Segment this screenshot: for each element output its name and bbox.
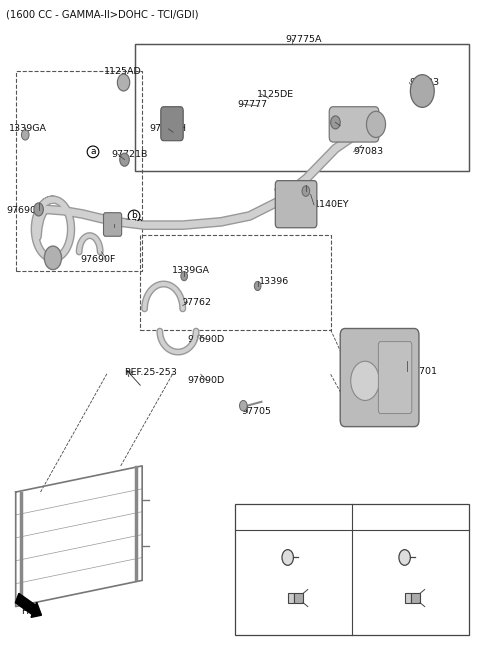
Text: 97775A: 97775A bbox=[285, 35, 322, 44]
FancyBboxPatch shape bbox=[276, 181, 317, 228]
Text: 97690D: 97690D bbox=[188, 376, 225, 386]
FancyBboxPatch shape bbox=[340, 328, 419, 426]
Circle shape bbox=[181, 271, 188, 281]
Bar bbox=[135, 44, 469, 171]
Text: 97690F: 97690F bbox=[80, 255, 116, 263]
Text: 97762: 97762 bbox=[182, 298, 212, 307]
Text: a: a bbox=[90, 147, 96, 156]
Text: 97811B: 97811B bbox=[362, 553, 396, 562]
Text: 1125DE: 1125DE bbox=[257, 90, 294, 99]
Text: 13396: 13396 bbox=[259, 277, 289, 286]
Text: 97788A: 97788A bbox=[274, 187, 310, 196]
Bar bbox=[288, 593, 294, 602]
FancyBboxPatch shape bbox=[329, 106, 379, 142]
Circle shape bbox=[331, 116, 340, 129]
Text: (1600 CC - GAMMA-II>DOHC - TCI/GDI): (1600 CC - GAMMA-II>DOHC - TCI/GDI) bbox=[6, 9, 199, 19]
Circle shape bbox=[366, 111, 385, 137]
Text: REF.25-253: REF.25-253 bbox=[124, 369, 178, 378]
Circle shape bbox=[410, 75, 434, 107]
Text: 97770: 97770 bbox=[114, 219, 144, 229]
Text: 97705: 97705 bbox=[241, 407, 271, 416]
Circle shape bbox=[34, 203, 43, 216]
Text: 1125AD: 1125AD bbox=[104, 67, 142, 76]
Text: 97083: 97083 bbox=[354, 147, 384, 156]
Text: 97812B: 97812B bbox=[362, 593, 396, 602]
Text: 97690D: 97690D bbox=[188, 335, 225, 344]
FancyBboxPatch shape bbox=[161, 106, 183, 141]
Circle shape bbox=[44, 246, 61, 269]
Bar bbox=[411, 593, 420, 602]
Circle shape bbox=[240, 401, 247, 411]
FancyBboxPatch shape bbox=[378, 342, 412, 413]
FancyArrow shape bbox=[15, 593, 41, 618]
Circle shape bbox=[351, 361, 379, 401]
Bar bbox=[135, 44, 469, 171]
Bar bbox=[294, 593, 303, 602]
Text: b: b bbox=[408, 512, 414, 522]
Circle shape bbox=[22, 129, 29, 140]
Text: 1339GA: 1339GA bbox=[9, 124, 47, 133]
Text: 97812B: 97812B bbox=[245, 593, 279, 602]
Circle shape bbox=[254, 281, 261, 290]
Text: FR.: FR. bbox=[22, 606, 36, 616]
Text: b: b bbox=[131, 212, 137, 221]
Text: 97701: 97701 bbox=[407, 367, 437, 376]
Text: 97690A: 97690A bbox=[6, 206, 43, 215]
Bar bbox=[405, 593, 411, 602]
Text: 97794H: 97794H bbox=[149, 124, 186, 133]
Text: a: a bbox=[291, 512, 297, 522]
Circle shape bbox=[399, 550, 410, 565]
Bar bbox=[140, 235, 331, 330]
Text: 97811C: 97811C bbox=[245, 553, 280, 562]
FancyBboxPatch shape bbox=[104, 213, 121, 237]
Text: 1339GA: 1339GA bbox=[172, 267, 210, 275]
Text: 97623: 97623 bbox=[409, 78, 440, 87]
Bar bbox=[235, 504, 469, 635]
Text: 97690C: 97690C bbox=[340, 121, 377, 130]
Text: 97721B: 97721B bbox=[111, 150, 147, 159]
Circle shape bbox=[302, 186, 310, 196]
Text: 97777: 97777 bbox=[238, 100, 268, 108]
Circle shape bbox=[282, 550, 293, 565]
Text: 1140EY: 1140EY bbox=[314, 200, 349, 210]
Circle shape bbox=[120, 153, 129, 166]
Circle shape bbox=[117, 74, 130, 91]
Bar bbox=[16, 72, 142, 271]
